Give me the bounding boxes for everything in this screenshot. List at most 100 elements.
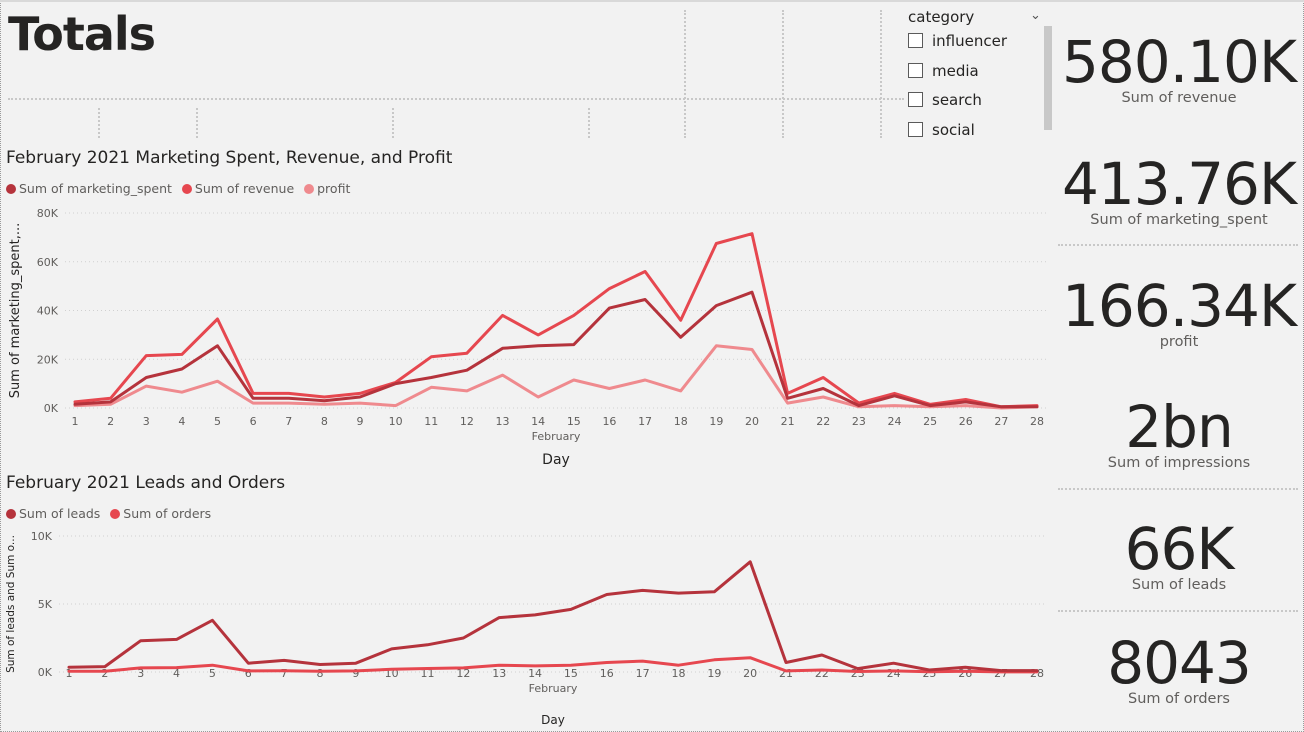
slicer-item-label: search	[932, 91, 982, 109]
x-tick-label: 6	[250, 415, 257, 428]
kpi-orders: 8043 Sum of orders	[1060, 631, 1298, 707]
x-tick-label: 17	[638, 415, 652, 428]
x-tick-label: 25	[923, 415, 937, 428]
slicer-item-influencer[interactable]: influencer	[908, 30, 1007, 52]
x-tick-label: 16	[602, 415, 616, 428]
x-axis-title: Day	[542, 452, 570, 468]
legend-item[interactable]: Sum of revenue	[181, 181, 294, 196]
x-tick-label: 15	[567, 415, 581, 428]
x-tick-label: 15	[564, 667, 578, 680]
kpi-revenue: 580.10K Sum of revenue	[1060, 30, 1298, 106]
x-tick-label: 18	[674, 415, 688, 428]
checkbox-icon[interactable]	[908, 63, 923, 78]
x-tick-label: 23	[852, 415, 866, 428]
series-line-sum-of-revenue	[73, 232, 1039, 409]
page-title: Totals	[8, 7, 156, 61]
x-tick-label: 13	[492, 667, 506, 680]
x-tick-label: 12	[456, 667, 470, 680]
x-tick-label: 1	[72, 415, 79, 428]
legend-dot-icon	[110, 509, 121, 519]
guide-col	[196, 108, 198, 138]
x-tick-label: 8	[316, 667, 323, 680]
x-tick-label: 11	[424, 415, 438, 428]
guide-row	[1058, 610, 1298, 612]
legend-item[interactable]: profit	[304, 181, 350, 196]
legend-dot-icon	[6, 184, 16, 194]
x-tick-label: 5	[214, 415, 221, 428]
x-axis-title: Day	[541, 713, 565, 727]
chevron-down-icon[interactable]: ⌄	[1030, 8, 1041, 23]
guide-col	[880, 10, 882, 138]
slicer-header: category	[908, 8, 975, 26]
kpi-profit: 166.34K profit	[1060, 274, 1298, 350]
y-tick-label: 0K	[44, 402, 59, 415]
y-tick-label: 60K	[37, 256, 59, 269]
x-tick-label: 9	[357, 415, 364, 428]
x-tick-label: 13	[496, 415, 510, 428]
x-tick-label: 2	[101, 667, 108, 680]
y-tick-label: 20K	[37, 353, 59, 366]
checkbox-icon[interactable]	[908, 33, 923, 48]
x-tick-label: 28	[1030, 415, 1044, 428]
chart2-title: February 2021 Leads and Orders	[6, 473, 286, 493]
x-tick-label: 17	[636, 667, 650, 680]
series-line-profit	[73, 344, 1039, 410]
slicer-item-media[interactable]: media	[908, 60, 979, 82]
x-tick-label: 2	[107, 415, 114, 428]
x-tick-label: 6	[245, 667, 252, 680]
x-tick-label: 7	[281, 667, 288, 680]
legend-label: Sum of marketing_spent	[19, 181, 172, 196]
x-tick-label: 19	[707, 667, 721, 680]
slicer-item-search[interactable]: search	[908, 89, 982, 111]
x-tick-label: 20	[745, 415, 759, 428]
x-tick-label: 3	[143, 415, 150, 428]
guide-col	[684, 10, 686, 138]
slicer-item-social[interactable]: social	[908, 119, 975, 141]
x-tick-label: 19	[709, 415, 723, 428]
x-tick-label: 22	[816, 415, 830, 428]
guide-row	[8, 98, 904, 100]
chart2-legend: Sum of leads Sum of orders	[6, 506, 217, 521]
top-border	[0, 0, 1304, 2]
legend-item[interactable]: Sum of leads	[6, 506, 100, 521]
kpi-label: Sum of leads	[1131, 577, 1227, 593]
x-tick-label: 7	[285, 415, 292, 428]
x-tick-label: 21	[781, 415, 795, 428]
kpi-value: 580.10K	[1062, 28, 1297, 96]
guide-col	[588, 108, 590, 138]
x-tick-label: 1	[66, 667, 73, 680]
x-tick-label: 12	[460, 415, 474, 428]
checkbox-icon[interactable]	[908, 92, 923, 107]
y-tick-label: 80K	[37, 207, 59, 220]
kpi-leads: 66K Sum of leads	[1060, 517, 1298, 593]
legend-item[interactable]: Sum of orders	[110, 506, 211, 521]
x-tick-label: 14	[528, 667, 542, 680]
x-tick-label: 18	[671, 667, 685, 680]
x-tick-label: 4	[173, 667, 180, 680]
kpi-value: 8043	[1107, 629, 1252, 697]
kpi-value: 166.34K	[1062, 272, 1297, 340]
legend-dot-icon	[304, 184, 315, 194]
x-tick-label: 26	[959, 415, 973, 428]
x-tick-label: 5	[209, 667, 216, 680]
legend-label: Sum of orders	[123, 506, 212, 521]
y-tick-label: 40K	[37, 305, 59, 318]
y-tick-label: 5K	[38, 598, 53, 611]
slicer-scrollbar[interactable]	[1044, 26, 1052, 130]
legend-item[interactable]: Sum of marketing_spent	[6, 181, 172, 196]
x-tick-label: 8	[321, 415, 328, 428]
guide-col	[392, 108, 394, 138]
x-sublabel: February	[529, 682, 578, 695]
checkbox-icon[interactable]	[908, 122, 923, 137]
category-slicer[interactable]: category ⌄ influencer media search socia…	[906, 6, 1048, 139]
x-tick-label: 28	[1030, 667, 1044, 680]
legend-dot-icon	[181, 184, 192, 194]
guide-col	[782, 10, 784, 138]
x-tick-label: 9	[352, 667, 359, 680]
guide-col	[98, 108, 100, 138]
series-line-sum-of-leads	[67, 560, 1039, 673]
kpi-value: 2bn	[1125, 393, 1233, 461]
x-tick-label: 27	[994, 415, 1008, 428]
kpi-value: 413.76K	[1062, 150, 1297, 218]
